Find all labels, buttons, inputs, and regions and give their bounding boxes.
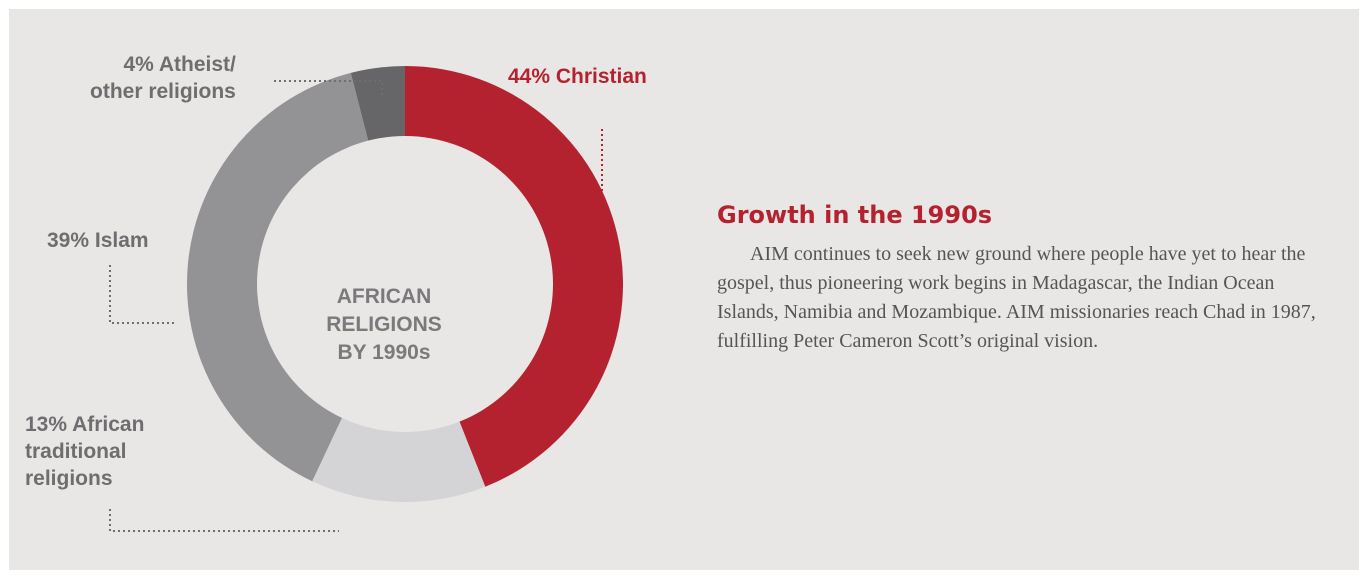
slice-label-line: other religions: [90, 80, 236, 103]
slice-african-traditional: [312, 417, 486, 502]
chart-title-line: RELIGIONS: [326, 313, 442, 336]
slice-label-line: 13% African: [25, 413, 145, 436]
slice-christian: [405, 66, 623, 487]
slice-islam: [187, 72, 369, 482]
leader-islam: [109, 265, 176, 324]
section-heading: Growth in the 1990s: [717, 201, 993, 229]
chart-title-line: AFRICAN: [336, 285, 432, 308]
infographic-panel: AFRICAN RELIGIONS BY 1990s 44% Christian…: [9, 9, 1359, 570]
leader-atheist-other: [274, 80, 383, 95]
leader-african-traditional: [109, 509, 339, 532]
slice-atheist-other: [350, 66, 405, 141]
slice-label-atheist-other: 4% Atheist/ other religions: [90, 51, 236, 105]
label-leader-lines: [109, 80, 603, 532]
slice-label-islam: 39% Islam: [47, 227, 149, 254]
slice-label-line: 39% Islam: [47, 229, 149, 252]
slice-label-line: 44% Christian: [508, 65, 647, 88]
section-body-text: AIM continues to seek new ground where p…: [717, 243, 1316, 352]
slice-label-christian: 44% Christian: [508, 63, 647, 90]
donut-slices: [187, 66, 623, 502]
slice-label-african-traditional: 13% African traditional religions: [25, 411, 144, 492]
chart-title-line: BY 1990s: [337, 341, 431, 364]
chart-title: AFRICAN RELIGIONS BY 1990s: [299, 283, 469, 367]
slice-label-line: traditional: [25, 440, 127, 463]
donut-chart: [109, 66, 623, 532]
slice-label-line: 4% Atheist/: [123, 53, 236, 76]
slice-label-line: religions: [25, 467, 113, 490]
